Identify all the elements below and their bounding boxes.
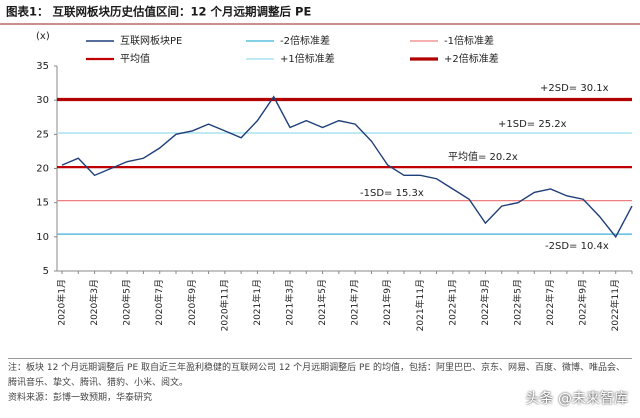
data-line [61, 95, 633, 239]
y-tick-label: 15 [36, 198, 49, 209]
chart-title: 图表1： 互联网板块历史估值区间：12 个月远期调整后 PE [6, 5, 311, 19]
y-tick-label: 35 [36, 61, 49, 72]
y-tick-label: 25 [36, 129, 49, 140]
x-tick-label: 2022年3月 [479, 279, 491, 326]
legend-label: 互联网板块PE [120, 34, 182, 47]
y-tick-label: 10 [36, 232, 49, 243]
x-tick-label: 2022年9月 [577, 279, 589, 326]
x-tick-label: 2021年7月 [349, 279, 361, 326]
reference-label: +1SD= 25.2x [498, 119, 567, 130]
reference-label: -2SD= 10.4x [545, 241, 609, 252]
reference-label: 平均值= 20.2x [448, 150, 518, 163]
legend-label: -1倍标准差 [444, 34, 494, 47]
x-tick-label: 2022年7月 [544, 279, 556, 326]
notes: 注：板块 12 个月远期调整后 PE 取自近三年盈利稳健的互联网公司 12 个月… [8, 358, 632, 391]
watermark: 头条 @未来智库 [525, 391, 628, 407]
x-tick-label: 2022年11月 [609, 279, 621, 331]
chart: 图表1： 互联网板块历史估值区间：12 个月远期调整后 PE (x) 5 10 15… [0, 5, 640, 331]
y-tick-label: 20 [36, 164, 49, 175]
x-tick-label: 2022年1月 [446, 279, 458, 326]
y-unit: (x) [36, 31, 50, 42]
reference-label: -1SD= 15.3x [360, 188, 424, 199]
legend-label: +2倍标准差 [444, 52, 499, 65]
x-tick-label: 2021年9月 [381, 279, 393, 326]
x-tick-label: 2021年3月 [284, 279, 296, 326]
legend-label: 平均值 [120, 52, 150, 65]
x-tick-label: 2021年1月 [251, 279, 263, 326]
x-tick-label: 2020年9月 [186, 279, 198, 326]
x-tick-label: 2020年7月 [153, 279, 165, 326]
x-tick-label: 2020年5月 [121, 279, 133, 326]
x-tick-label: 2020年1月 [56, 279, 68, 326]
y-tick-label: 5 [43, 266, 49, 277]
x-tick-label: 2020年11月 [218, 279, 230, 331]
x-tick-label: 2020年3月 [88, 279, 100, 326]
legend-label: -2倍标准差 [280, 34, 330, 47]
x-tick-label: 2021年5月 [316, 279, 328, 326]
y-tick-label: 30 [36, 95, 49, 106]
reference-label: +2SD= 30.1x [540, 83, 609, 94]
x-tick-label: 2021年11月 [414, 279, 426, 331]
x-tick-label: 2022年5月 [512, 279, 524, 326]
legend-label: +1倍标准差 [280, 52, 335, 65]
source: 资料来源：彭博一致预期，华泰研究 [8, 393, 153, 403]
